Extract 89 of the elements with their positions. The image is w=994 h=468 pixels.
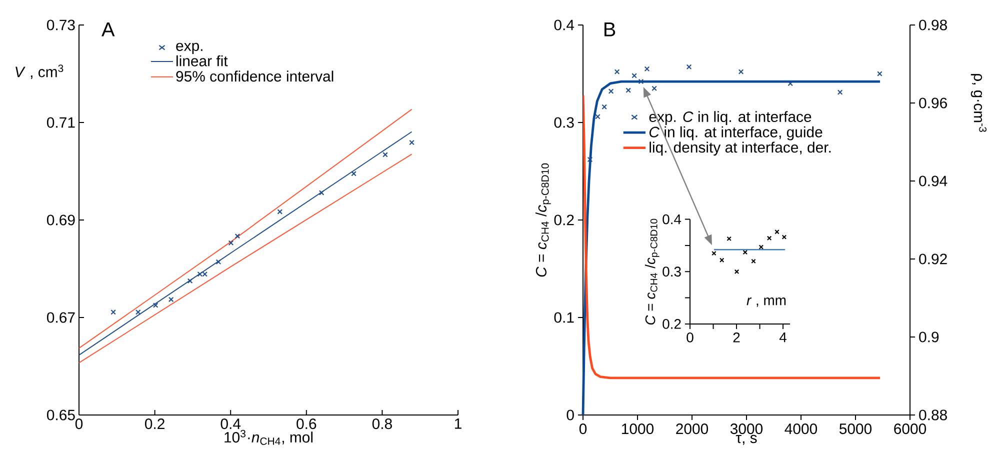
- y-tick-label: 0.4: [662, 214, 682, 224]
- point: [638, 78, 644, 84]
- y2-tick-label: 0.92: [919, 254, 947, 264]
- legend-label: 95% confidence interval: [176, 70, 334, 82]
- point: [738, 69, 744, 74]
- line-series: [583, 94, 882, 380]
- y-tick-label: 0.69: [46, 214, 75, 226]
- point: [216, 259, 222, 265]
- x-axis-title: τ, s: [736, 434, 757, 445]
- point: [168, 296, 174, 302]
- point: [877, 71, 882, 76]
- y2-axis-title: ρ, g·cm$^{-3}$: [970, 74, 986, 132]
- y-tick-label: 0: [566, 410, 574, 420]
- legend-label: exp. C in liq. at interface: [649, 111, 812, 125]
- point: [788, 80, 793, 86]
- point: [632, 73, 637, 78]
- y-axis-title: C = c$_{CH4}$ /c$_{p-C8D10}$: [536, 163, 551, 277]
- x-axis-title: 10$^{3}$·n$_{CH4}$, mol: [224, 430, 313, 445]
- point: [758, 244, 764, 250]
- x-tick-label: 0.6: [296, 418, 316, 430]
- x-tick-label: 0.8: [372, 418, 392, 430]
- legend-label: exp.: [176, 42, 202, 54]
- point: [644, 66, 650, 72]
- point: [686, 64, 692, 70]
- y-tick-label: 0.1: [554, 312, 574, 323]
- point: [626, 88, 632, 93]
- point: [782, 234, 787, 240]
- point: [608, 88, 614, 94]
- point: [135, 309, 141, 315]
- y-tick-label: 0.65: [46, 410, 75, 420]
- legend-label: C in liq. at interface, guide: [650, 126, 822, 140]
- x-tick-label: 6000: [894, 424, 926, 434]
- y-tick-label: 0.3: [554, 117, 574, 128]
- chart-title: A: [102, 22, 115, 36]
- point: [766, 236, 772, 241]
- y-tick-label: 0.73: [46, 20, 75, 30]
- point: [277, 209, 283, 214]
- x-tick-label: 4: [779, 332, 786, 342]
- point: [110, 309, 116, 315]
- x-tick-label: 1000: [622, 424, 654, 434]
- y-tick-label: 0.2: [554, 214, 574, 226]
- point: [837, 90, 843, 95]
- x-tick-label: 5000: [839, 424, 872, 434]
- point: [602, 104, 607, 110]
- legend-label: linear fit: [176, 55, 228, 66]
- point: [719, 258, 724, 262]
- chart-title: B: [604, 22, 616, 36]
- x-tick-label: 0: [75, 418, 83, 430]
- y2-tick-label: 0.94: [919, 176, 948, 186]
- point: [751, 258, 756, 264]
- point: [595, 114, 600, 120]
- y2-tick-label: 0.98: [919, 20, 947, 30]
- y2-tick-label: 0.88: [919, 410, 947, 420]
- y-tick-label: 0.67: [46, 312, 75, 323]
- y-tick-label: 0.71: [46, 117, 75, 128]
- point: [409, 140, 414, 146]
- x-tick-label: 0: [686, 332, 694, 342]
- y-axis-title: V , cm$^{3}$: [16, 64, 64, 79]
- x-tick-label: 1: [454, 418, 462, 429]
- point: [726, 236, 732, 242]
- point: [152, 302, 158, 308]
- point: [734, 269, 740, 274]
- point: [587, 156, 593, 162]
- legend-label: liq. density at interface, der.: [650, 142, 831, 156]
- y-tick-label: 0.3: [662, 266, 681, 277]
- y2-tick-label: 0.9: [919, 332, 939, 342]
- x-tick-label: 4000: [784, 424, 818, 434]
- point: [187, 278, 193, 284]
- x-tick-label: 2: [733, 332, 740, 342]
- x-tick-label: 0: [579, 424, 587, 434]
- point: [382, 152, 388, 158]
- point: [614, 69, 620, 74]
- x-axis-title: r , mm: [746, 298, 786, 307]
- y-tick-label: 0.4: [554, 20, 574, 30]
- point: [228, 240, 234, 246]
- point: [234, 233, 240, 239]
- point: [712, 250, 716, 256]
- y-tick-label: 0.2: [662, 319, 681, 329]
- y2-tick-label: 0.96: [919, 98, 947, 108]
- x-tick-label: 0.2: [145, 418, 164, 430]
- point: [318, 190, 324, 196]
- x-tick-label: 0.4: [220, 418, 241, 430]
- x-tick-label: 2000: [676, 424, 708, 434]
- point: [652, 86, 657, 92]
- point: [742, 250, 748, 255]
- point: [351, 171, 356, 176]
- x-tick-label: 3000: [730, 424, 763, 434]
- y-axis-title: C = c$_{CH4}$ /c$_{p-C8D10}$: [644, 218, 660, 325]
- point: [774, 229, 780, 234]
